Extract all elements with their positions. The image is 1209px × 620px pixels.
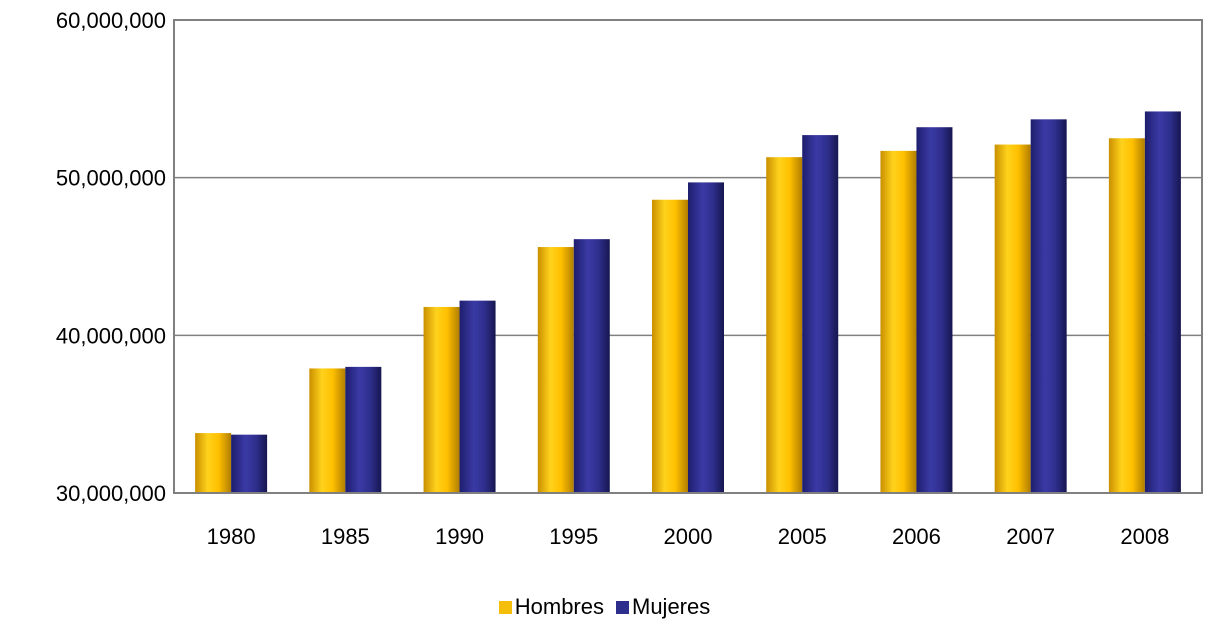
bar-mujeres-1985	[345, 366, 382, 493]
bar-hombres-2006	[880, 150, 917, 493]
x-tick-label: 1990	[435, 524, 484, 549]
bar-hombres-2005	[766, 157, 803, 494]
bar-hombres-1985	[309, 368, 346, 493]
legend-item-hombres: Hombres	[498, 594, 604, 620]
x-tick-label: 1995	[549, 524, 598, 549]
bar-mujeres-2007	[1030, 119, 1067, 493]
legend-swatch-mujeres	[616, 600, 629, 614]
bar-mujeres-1980	[231, 434, 268, 493]
x-tick-label: 1980	[207, 524, 256, 549]
bar-mujeres-2000	[688, 182, 724, 493]
x-tick-label: 2008	[1120, 524, 1169, 549]
x-tick-label: 1985	[321, 524, 370, 549]
bar-chart: 30,000,000 40,000,000 50,000,000 60,000,000…	[56, 8, 1203, 549]
x-tick-label: 2000	[664, 524, 713, 549]
legend-label-mujeres: Mujeres	[632, 594, 711, 619]
legend-swatch-hombres	[498, 600, 512, 614]
bar-mujeres-1990	[459, 300, 496, 493]
x-tick-label: 2007	[1006, 524, 1055, 549]
plot-area-frame	[173, 19, 1203, 494]
y-axis-ticks: 30,000,000 40,000,000 50,000,000 60,000,000	[56, 8, 166, 506]
bar-hombres-1990	[423, 306, 460, 493]
x-tick-label: 2005	[778, 524, 827, 549]
bar-hombres-1980	[195, 433, 232, 493]
y-tick-label: 60,000,000	[56, 8, 166, 33]
bar-mujeres-2006	[916, 127, 953, 494]
legend: Hombres Mujeres	[0, 594, 1209, 620]
x-tick-label: 2006	[892, 524, 941, 549]
legend-label-hombres: Hombres	[514, 594, 604, 619]
bar-mujeres-1995	[573, 239, 610, 493]
bar-mujeres-2005	[802, 135, 839, 493]
x-axis-ticks: 1980 1985 1990 1995 2000 2005 2006 2007 2008	[207, 524, 1170, 549]
y-tick-label: 50,000,000	[56, 166, 166, 191]
y-tick-label: 40,000,000	[56, 323, 166, 348]
bar-hombres-2000	[652, 199, 688, 494]
bar-hombres-2008	[1108, 138, 1145, 493]
bar-hombres-2007	[994, 144, 1031, 493]
bar-hombres-1995	[537, 247, 574, 493]
y-tick-label: 30,000,000	[56, 481, 166, 506]
bars	[195, 111, 1181, 494]
bar-mujeres-2008	[1144, 111, 1181, 494]
legend-item-mujeres: Mujeres	[616, 594, 710, 620]
